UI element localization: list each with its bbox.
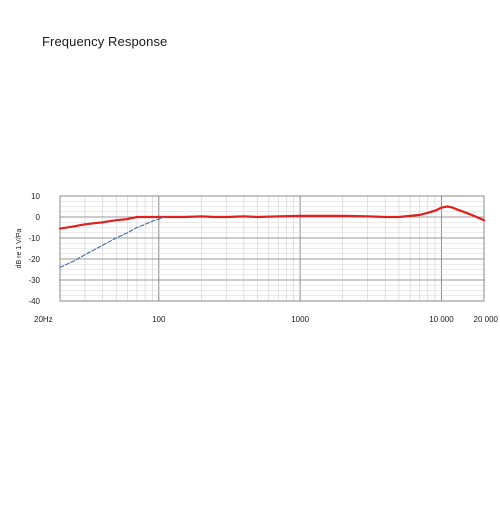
x-tick-label: 20Hz [34,315,53,324]
y-tick-label: -10 [28,234,40,243]
y-tick-label: -20 [28,255,40,264]
y-tick-label: 10 [31,192,40,201]
y-tick-label: -40 [28,297,40,306]
plot-frame [59,195,485,302]
x-tick-label: 1000 [291,315,309,324]
y-axis-label: dB re 1 V/Pa [16,229,23,269]
series-line-dashed [59,216,166,268]
x-tick-label: 20 000 [474,315,499,324]
y-tick-label: 0 [36,213,41,222]
series-line-solid [58,205,486,230]
page-title: Frequency Response [42,34,168,49]
x-tick-label: 10 000 [429,315,454,324]
y-tick-label: -30 [28,276,40,285]
x-tick-label: 100 [152,315,166,324]
